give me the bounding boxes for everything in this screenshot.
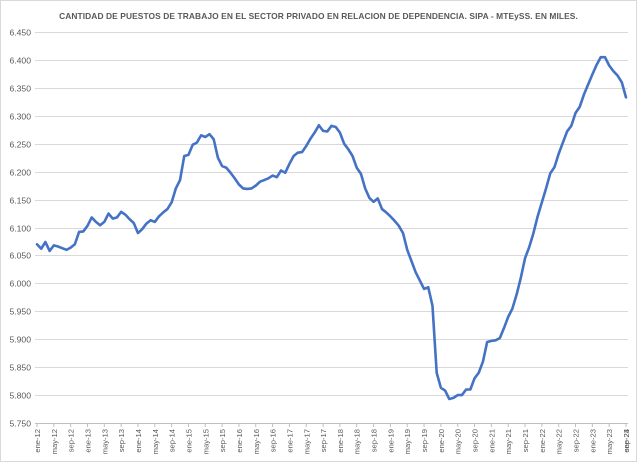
y-tick-label: 6.150 <box>9 196 31 206</box>
y-tick-label: 6.300 <box>9 112 31 122</box>
x-tick-label: ene-19 <box>386 429 395 453</box>
x-tick-label: ene-12 <box>33 429 42 453</box>
y-tick-label: 5.900 <box>9 335 31 345</box>
x-tick-label: may-23 <box>605 429 614 454</box>
x-tick-label: may-22 <box>555 429 564 454</box>
x-tick-label: ene-14 <box>134 429 143 453</box>
y-tick-label: 6.350 <box>9 84 31 94</box>
x-tick-label: ene-20 <box>437 429 446 453</box>
x-tick-label: ene-16 <box>235 429 244 453</box>
x-tick-label: sep-17 <box>319 429 328 452</box>
y-tick-label: 5.850 <box>9 363 31 373</box>
x-tick-label: sep-23 <box>622 429 631 452</box>
y-tick-label: 5.800 <box>9 391 31 401</box>
x-tick-label: may-12 <box>50 429 59 454</box>
x-tick-label: may-15 <box>201 429 210 454</box>
x-tick-label: may-19 <box>403 429 412 454</box>
x-tick-label: sep-12 <box>67 429 76 452</box>
y-tick-label: 5.950 <box>9 307 31 317</box>
y-tick-label: 6.100 <box>9 224 31 234</box>
x-tick-label: may-16 <box>252 429 261 454</box>
x-tick-label: sep-15 <box>218 429 227 452</box>
y-tick-label: 6.400 <box>9 56 31 66</box>
y-tick-label: 6.000 <box>9 279 31 289</box>
chart-title: CANTIDAD DE PUESTOS DE TRABAJO EN EL SEC… <box>59 11 578 21</box>
x-tick-label: ene-21 <box>487 429 496 453</box>
x-tick-label: ene-23 <box>588 429 597 453</box>
x-tick-label: ene-13 <box>83 429 92 453</box>
y-tick-label: 5.750 <box>9 419 31 429</box>
x-tick-label: ene-17 <box>285 429 294 453</box>
x-tick-label: sep-13 <box>117 429 126 452</box>
x-tick-label: may-20 <box>454 429 463 454</box>
x-tick-label: may-13 <box>100 429 109 454</box>
x-tick-label: sep-16 <box>269 429 278 452</box>
x-tick-label: may-21 <box>504 429 513 454</box>
x-tick-label: may-14 <box>151 429 160 454</box>
x-tick-label: sep-21 <box>521 429 530 452</box>
y-tick-label: 6.450 <box>9 28 31 38</box>
x-tick-label: sep-18 <box>370 429 379 452</box>
x-tick-label: sep-22 <box>572 429 581 452</box>
y-tick-label: 6.250 <box>9 140 31 150</box>
x-tick-label: ene-15 <box>184 429 193 453</box>
x-tick-label: ene-22 <box>538 429 547 453</box>
y-tick-label: 6.050 <box>9 251 31 261</box>
x-tick-label: ene-24 <box>622 429 631 453</box>
x-tick-label: may-18 <box>353 429 362 454</box>
y-tick-label: 6.200 <box>9 168 31 178</box>
x-tick-label: sep-19 <box>420 429 429 452</box>
series-line <box>35 55 628 401</box>
x-tick-label: ene-18 <box>336 429 345 453</box>
x-tick-label: sep-14 <box>168 429 177 452</box>
x-tick-label: may-17 <box>302 429 311 454</box>
x-tick-label: sep-20 <box>471 429 480 452</box>
